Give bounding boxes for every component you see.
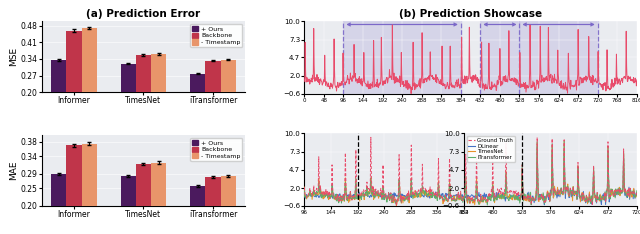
- Bar: [51, 60, 66, 139]
- Bar: [136, 164, 151, 234]
- Bar: [221, 60, 236, 139]
- Bar: [481, 21, 520, 94]
- Bar: [136, 55, 151, 139]
- Legend: + Ours, Backbone, - Timestamp: + Ours, Backbone, - Timestamp: [190, 24, 242, 47]
- Bar: [221, 176, 236, 234]
- Bar: [151, 54, 166, 139]
- Bar: [151, 163, 166, 234]
- Bar: [190, 74, 205, 139]
- Bar: [66, 31, 81, 139]
- Bar: [344, 21, 461, 94]
- Bar: [120, 176, 136, 234]
- Y-axis label: MSE: MSE: [9, 47, 18, 66]
- Bar: [81, 28, 97, 139]
- Bar: [120, 64, 136, 139]
- Title: (a) Prediction Error: (a) Prediction Error: [86, 9, 200, 19]
- Bar: [81, 144, 97, 234]
- Title: (b) Prediction Showcase: (b) Prediction Showcase: [399, 9, 542, 19]
- Legend: + Ours, Backbone, - Timestamp: + Ours, Backbone, - Timestamp: [190, 138, 242, 161]
- Bar: [205, 61, 221, 139]
- Bar: [66, 146, 81, 234]
- Y-axis label: MAE: MAE: [9, 161, 18, 180]
- Bar: [205, 177, 221, 234]
- Legend: Ground Truth, DLinear, TimesNet, iTransformer: Ground Truth, DLinear, TimesNet, iTransf…: [467, 136, 515, 162]
- Bar: [190, 186, 205, 234]
- Bar: [520, 21, 598, 94]
- Bar: [51, 174, 66, 234]
